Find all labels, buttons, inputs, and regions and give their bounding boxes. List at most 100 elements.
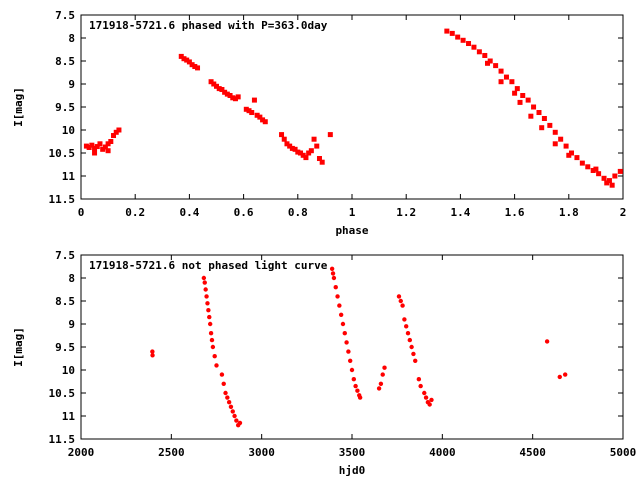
data-point xyxy=(279,132,285,138)
data-point xyxy=(485,60,490,66)
data-point xyxy=(563,143,569,149)
data-point xyxy=(237,420,243,426)
data-point xyxy=(558,136,564,142)
data-point xyxy=(335,294,340,299)
data-point xyxy=(251,97,257,103)
data-point xyxy=(219,87,225,93)
x-tick-label: 4000 xyxy=(429,446,456,459)
data-point xyxy=(566,152,572,158)
data-point xyxy=(487,58,493,64)
data-point xyxy=(606,178,612,184)
data-point xyxy=(208,331,214,336)
data-point xyxy=(429,397,434,403)
data-point xyxy=(405,331,411,336)
data-point xyxy=(105,148,111,154)
data-point xyxy=(466,41,472,47)
data-point xyxy=(612,173,618,179)
x-tick-label: 4500 xyxy=(519,446,546,459)
data-point xyxy=(83,143,89,149)
data-point xyxy=(92,145,98,151)
y-tick-label: 10 xyxy=(62,124,75,137)
data-point xyxy=(211,81,217,87)
data-point xyxy=(224,91,230,97)
y-tick-label: 7.5 xyxy=(55,249,75,262)
data-point xyxy=(184,57,190,63)
data-point xyxy=(327,132,333,138)
chart-title: 171918-5721.6 phased with P=363.0day xyxy=(89,19,328,32)
data-point xyxy=(525,97,531,103)
data-point xyxy=(202,280,207,285)
data-point xyxy=(284,141,290,147)
x-tick-label: 1.8 xyxy=(559,206,579,219)
data-point xyxy=(344,340,349,345)
x-tick-label: 0.4 xyxy=(179,206,199,219)
y-tick-label: 7.5 xyxy=(55,9,75,22)
data-point xyxy=(609,182,615,188)
data-point xyxy=(520,93,526,98)
data-point xyxy=(400,303,405,308)
data-point xyxy=(590,167,596,173)
data-point xyxy=(331,275,337,281)
data-point xyxy=(528,113,534,119)
data-point xyxy=(100,146,106,152)
chart-title: 171918-5721.6 not phased light curve xyxy=(89,259,328,272)
data-point xyxy=(493,63,499,69)
y-tick-label: 11 xyxy=(62,170,76,183)
y-axis-label: I[mag] xyxy=(12,327,25,367)
data-point xyxy=(287,143,293,149)
y-tick-label: 9.5 xyxy=(55,101,75,114)
data-point xyxy=(413,358,418,363)
data-point xyxy=(585,164,591,170)
data-point xyxy=(216,86,222,92)
data-point xyxy=(449,30,455,36)
plot-frame xyxy=(80,14,624,200)
data-point xyxy=(398,298,403,304)
data-point xyxy=(330,271,336,276)
data-point xyxy=(552,129,558,135)
y-tick-label: 8.5 xyxy=(55,295,75,308)
data-point xyxy=(254,112,260,118)
data-point xyxy=(455,34,461,40)
data-point xyxy=(329,266,335,271)
data-point xyxy=(246,108,252,114)
data-point xyxy=(512,90,518,96)
y-tick-label: 10 xyxy=(62,364,75,377)
data-point xyxy=(105,141,111,147)
data-point xyxy=(209,337,215,343)
y-tick-label: 10.5 xyxy=(49,387,76,400)
x-tick-label: 1 xyxy=(349,206,356,219)
x-tick-label: 2000 xyxy=(68,446,95,459)
x-axis-label: hjd0 xyxy=(339,464,366,477)
data-point xyxy=(308,148,314,154)
data-point xyxy=(222,89,228,95)
data-point xyxy=(476,49,482,55)
data-point xyxy=(404,324,409,329)
data-point xyxy=(509,79,515,85)
data-point xyxy=(314,143,320,149)
x-tick-label: 2 xyxy=(620,206,627,219)
data-point xyxy=(346,349,351,354)
data-point xyxy=(579,160,585,166)
data-point xyxy=(262,119,268,125)
x-tick-label: 0 xyxy=(78,206,85,219)
data-point xyxy=(94,144,100,150)
x-tick-label: 3500 xyxy=(339,446,366,459)
data-point xyxy=(219,372,225,377)
data-point xyxy=(181,56,187,62)
data-point xyxy=(418,383,423,389)
data-point xyxy=(189,62,195,68)
x-tick-label: 3000 xyxy=(248,446,275,459)
data-point xyxy=(531,104,537,110)
data-point xyxy=(539,125,545,131)
data-point xyxy=(355,388,360,393)
data-point xyxy=(562,372,568,377)
data-point xyxy=(207,321,213,327)
x-tick-label: 0.2 xyxy=(125,206,145,219)
data-point xyxy=(97,141,103,147)
data-point xyxy=(402,317,407,322)
data-point xyxy=(316,156,322,162)
data-point xyxy=(234,418,239,423)
data-point xyxy=(227,93,233,98)
data-point xyxy=(353,383,358,389)
y-tick-label: 8 xyxy=(68,272,75,285)
